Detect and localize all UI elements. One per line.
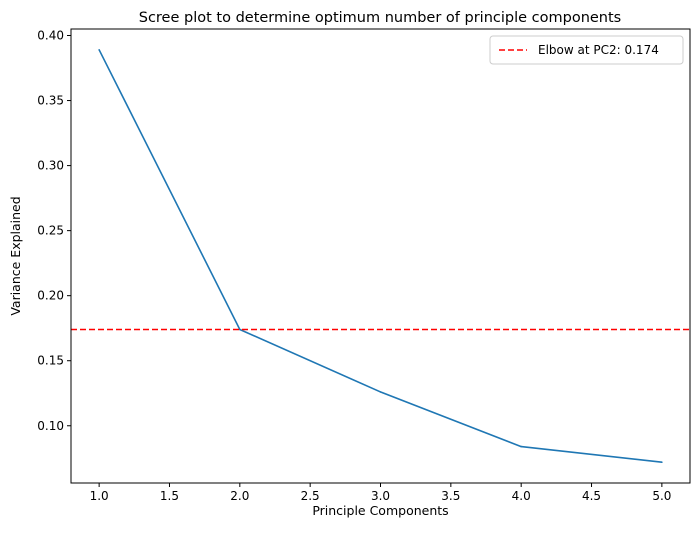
plot-area (71, 49, 690, 463)
data-point (239, 328, 241, 331)
x-tick-label: 4.5 (582, 489, 601, 503)
data-point (98, 49, 100, 51)
x-tick-label: 1.5 (160, 489, 179, 503)
y-axis-title: Variance Explained (8, 196, 23, 315)
data-point (379, 391, 382, 393)
series-line (98, 49, 662, 463)
legend: Elbow at PC2: 0.174 (489, 35, 684, 65)
x-tick-label: 1.0 (90, 489, 109, 503)
y-axis: 0.10 0.15 0.20 0.25 0.30 0.35 0.40 (37, 29, 71, 433)
x-axis: 1.0 1.5 2.0 2.5 3.0 3.5 4.0 4.5 5.0 (90, 483, 671, 503)
legend-box (489, 35, 684, 65)
x-tick-label: 5.0 (652, 489, 671, 503)
y-tick-label: 0.30 (37, 159, 64, 173)
x-tick-label: 3.5 (441, 489, 460, 503)
x-tick-label: 2.0 (230, 489, 249, 503)
data-point (661, 461, 663, 463)
legend-label-elbow: Elbow at PC2: 0.174 (538, 43, 659, 57)
x-tick-label: 4.0 (512, 489, 531, 503)
y-tick-label: 0.15 (37, 354, 64, 368)
x-axis-title: Principle Components (312, 503, 448, 518)
y-tick-label: 0.40 (37, 29, 64, 43)
x-tick-label: 3.0 (371, 489, 390, 503)
y-tick-label: 0.25 (37, 224, 64, 238)
axes-frame (70, 28, 691, 484)
chart-title: Scree plot to determine optimum number o… (139, 10, 622, 26)
y-tick-label: 0.35 (37, 94, 64, 108)
x-tick-label: 2.5 (301, 489, 320, 503)
y-tick-label: 0.20 (37, 289, 64, 303)
y-tick-label: 0.10 (37, 419, 64, 433)
data-point (520, 445, 522, 448)
